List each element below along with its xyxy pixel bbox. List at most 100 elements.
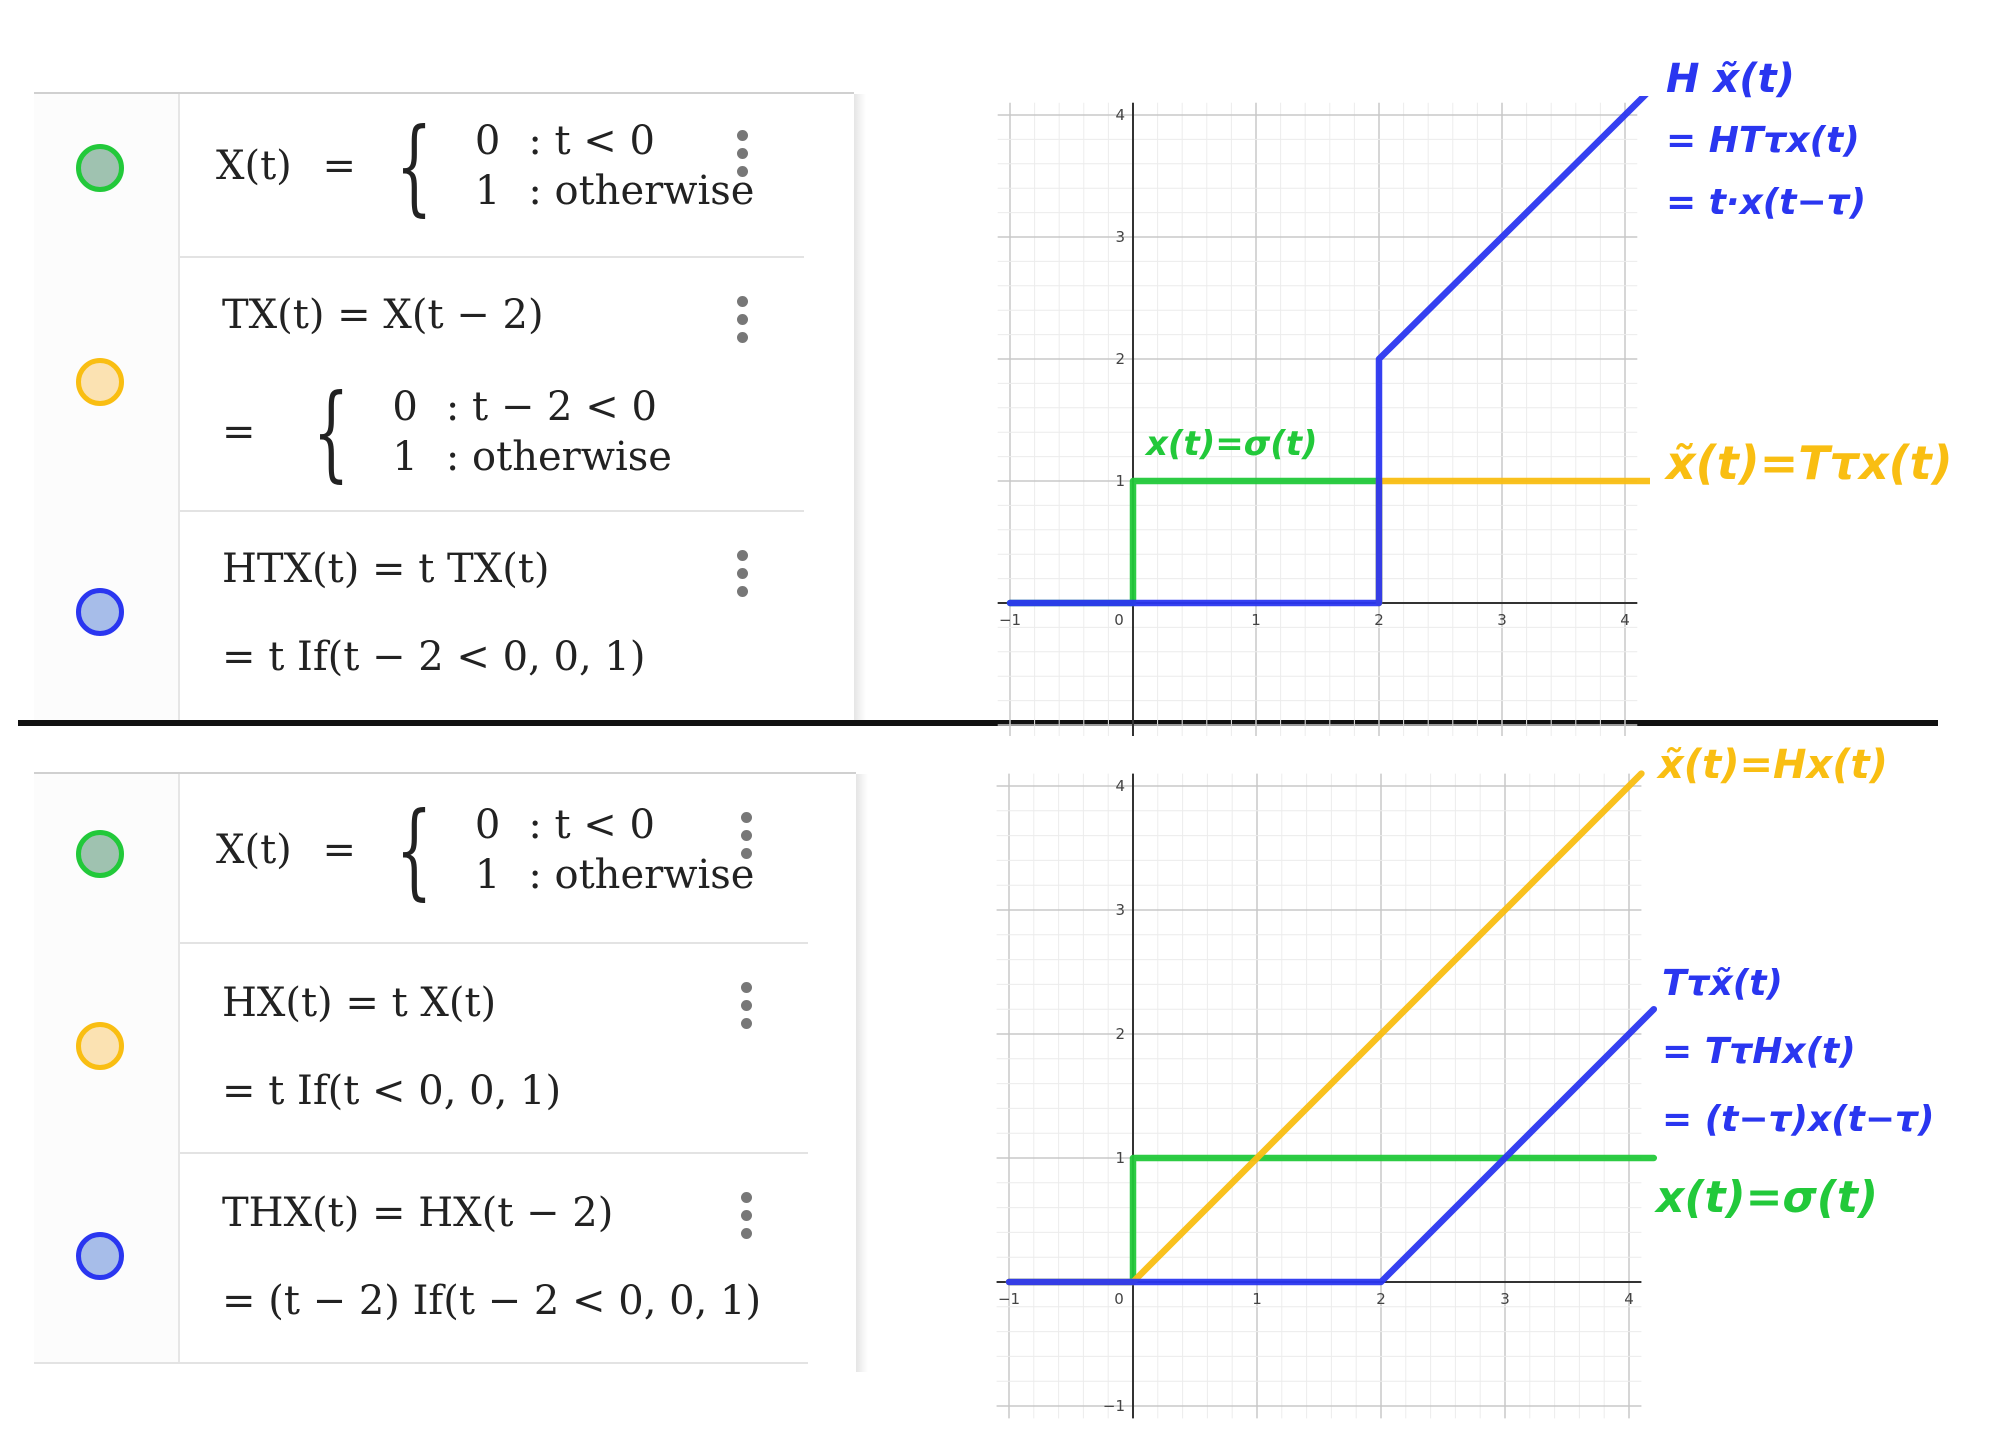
annotation-line: = (t−τ)x(t−τ): [1662, 1099, 1935, 1140]
case-value: 1: [474, 168, 501, 214]
more-options-icon[interactable]: [741, 1192, 753, 1246]
algebra-row[interactable]: TX(t) = X(t − 2) = { 0 : t − 2 < 0 1 : o…: [34, 256, 804, 512]
more-options-icon[interactable]: [737, 296, 749, 350]
tick-labels: −1 0 1 2 3 4 −1 1 2 3 4: [998, 777, 1634, 1415]
annotation-line: = HTτx(t): [1666, 120, 1860, 161]
case-condition: : otherwise: [528, 852, 755, 898]
y-tick-label: 2: [1115, 1025, 1125, 1043]
case-value: 0: [474, 802, 501, 848]
visibility-toggle-blue[interactable]: [76, 1232, 124, 1280]
algebra-panel-bottom: X(t) = { 0 : t < 0 1 : otherwise HX(t) =…: [34, 772, 868, 1372]
annotation-line: H x̃(t): [1666, 56, 1795, 102]
x-tick-label: 4: [1624, 1290, 1634, 1308]
series-line-green: [1006, 477, 1383, 607]
annotation-yellow-top: x̃(t)=Tτx(t): [1666, 436, 1953, 490]
x-tick-label: 1: [1252, 1290, 1262, 1308]
annotation-green-bottom: x(t)=σ(t): [1656, 1172, 1879, 1223]
equation-lhs: X(t): [216, 827, 292, 873]
y-tick-label: 1: [1115, 472, 1125, 490]
case-value: 0: [474, 118, 501, 164]
y-tick-label: 1: [1115, 1149, 1125, 1167]
equation-result: = t If(t − 2 < 0, 0, 1): [222, 634, 646, 680]
graph-view-bottom[interactable]: −1 0 1 2 3 4 −1 1 2 3 4: [990, 770, 1660, 1420]
x-tick-label: −1: [999, 611, 1021, 629]
x-tick-label: 2: [1374, 611, 1384, 629]
algebra-panel-top: X(t) = { 0 : t < 0 1 : otherwise TX(t) =…: [34, 92, 866, 722]
case-value: 1: [474, 852, 501, 898]
case-value: 1: [392, 434, 418, 480]
series-line-blue: [1006, 96, 1649, 607]
algebra-row[interactable]: HTX(t) = t TX(t) = t If(t − 2 < 0, 0, 1): [34, 510, 804, 722]
series-group: [1006, 96, 1650, 607]
grid: [997, 102, 1638, 736]
annotation-green-top: x(t)=σ(t): [1146, 424, 1318, 464]
case-condition: : otherwise: [528, 168, 755, 214]
case-value: 0: [392, 384, 418, 430]
y-tick-label: −1: [1103, 1397, 1125, 1415]
visibility-toggle-yellow[interactable]: [76, 1022, 124, 1070]
equation[interactable]: X(t) = { 0 : t < 0 1 : otherwise: [216, 114, 754, 218]
equals-sign: =: [322, 827, 356, 873]
equals-sign: =: [322, 143, 356, 189]
brace: {: [395, 105, 433, 227]
y-tick-label: 3: [1115, 901, 1125, 919]
annotation-blue-top: H x̃(t) = HTτx(t) = t·x(t−τ): [1666, 48, 1866, 234]
grid: [996, 773, 1642, 1419]
brace: {: [395, 789, 433, 911]
x-tick-label: 3: [1500, 1290, 1510, 1308]
annotation-yellow-bottom: x̃(t)=Hx(t): [1658, 742, 1888, 788]
panel-shadow: [854, 94, 866, 722]
series-line-yellow: [1005, 770, 1645, 1286]
visibility-toggle-green[interactable]: [76, 830, 124, 878]
equation-definition[interactable]: HTX(t) = t TX(t): [222, 546, 550, 592]
tick-labels: −1 0 1 2 3 4 1 2 3 4: [999, 106, 1630, 629]
x-tick-label: 2: [1376, 1290, 1386, 1308]
case-condition: : otherwise: [445, 434, 672, 480]
y-tick-label: 3: [1115, 228, 1125, 246]
series-line-yellow: [1375, 477, 1650, 607]
section-divider: [18, 720, 1938, 726]
x-tick-label: 3: [1497, 611, 1507, 629]
equation-definition[interactable]: THX(t) = HX(t − 2): [222, 1190, 614, 1236]
equation-definition[interactable]: TX(t) = X(t − 2): [222, 292, 544, 338]
y-tick-label: 4: [1115, 777, 1125, 795]
annotation-line: Tτx̃(t): [1662, 963, 1783, 1004]
y-tick-label: 2: [1115, 350, 1125, 368]
equation-result: = t If(t < 0, 0, 1): [222, 1068, 562, 1114]
algebra-row[interactable]: X(t) = { 0 : t < 0 1 : otherwise: [34, 774, 808, 944]
equation-result: = (t − 2) If(t − 2 < 0, 0, 1): [222, 1278, 762, 1324]
equation[interactable]: X(t) = { 0 : t < 0 1 : otherwise: [216, 798, 754, 902]
more-options-icon[interactable]: [737, 550, 749, 604]
brace: {: [313, 371, 350, 493]
visibility-toggle-blue[interactable]: [76, 588, 124, 636]
x-tick-label: −1: [998, 1290, 1020, 1308]
series-group: [1005, 770, 1658, 1286]
piecewise-cases: 0 : t < 0 1 : otherwise: [460, 116, 755, 216]
case-condition: : t < 0: [528, 118, 655, 164]
equals-sign: =: [222, 409, 256, 455]
x-tick-label: 0: [1114, 611, 1124, 629]
piecewise-cases: 0 : t < 0 1 : otherwise: [460, 800, 755, 900]
visibility-toggle-yellow[interactable]: [76, 358, 124, 406]
annotation-line: = t·x(t−τ): [1666, 182, 1867, 223]
algebra-row[interactable]: THX(t) = HX(t − 2) = (t − 2) If(t − 2 < …: [34, 1152, 808, 1364]
x-tick-label: 0: [1114, 1290, 1124, 1308]
case-condition: : t < 0: [528, 802, 655, 848]
piecewise-cases: 0 : t − 2 < 0 1 : otherwise: [377, 382, 672, 482]
visibility-toggle-green[interactable]: [76, 144, 124, 192]
algebra-row[interactable]: X(t) = { 0 : t < 0 1 : otherwise: [34, 94, 804, 258]
equation-lhs: X(t): [216, 143, 292, 189]
panel-shadow: [856, 774, 868, 1372]
graph-view-top[interactable]: −1 0 1 2 3 4 1 2 3 4: [990, 96, 1650, 736]
equation-result: = { 0 : t − 2 < 0 1 : otherwise: [222, 380, 672, 484]
annotation-line: = TτHx(t): [1662, 1031, 1856, 1072]
algebra-row[interactable]: HX(t) = t X(t) = t If(t < 0, 0, 1): [34, 942, 808, 1154]
case-condition: : t − 2 < 0: [445, 384, 657, 430]
more-options-icon[interactable]: [741, 812, 753, 866]
more-options-icon[interactable]: [741, 982, 753, 1036]
equation-definition[interactable]: HX(t) = t X(t): [222, 980, 497, 1026]
x-tick-label: 1: [1251, 611, 1261, 629]
x-tick-label: 4: [1620, 611, 1630, 629]
series-line-blue: [1005, 1005, 1658, 1286]
more-options-icon[interactable]: [737, 130, 749, 184]
